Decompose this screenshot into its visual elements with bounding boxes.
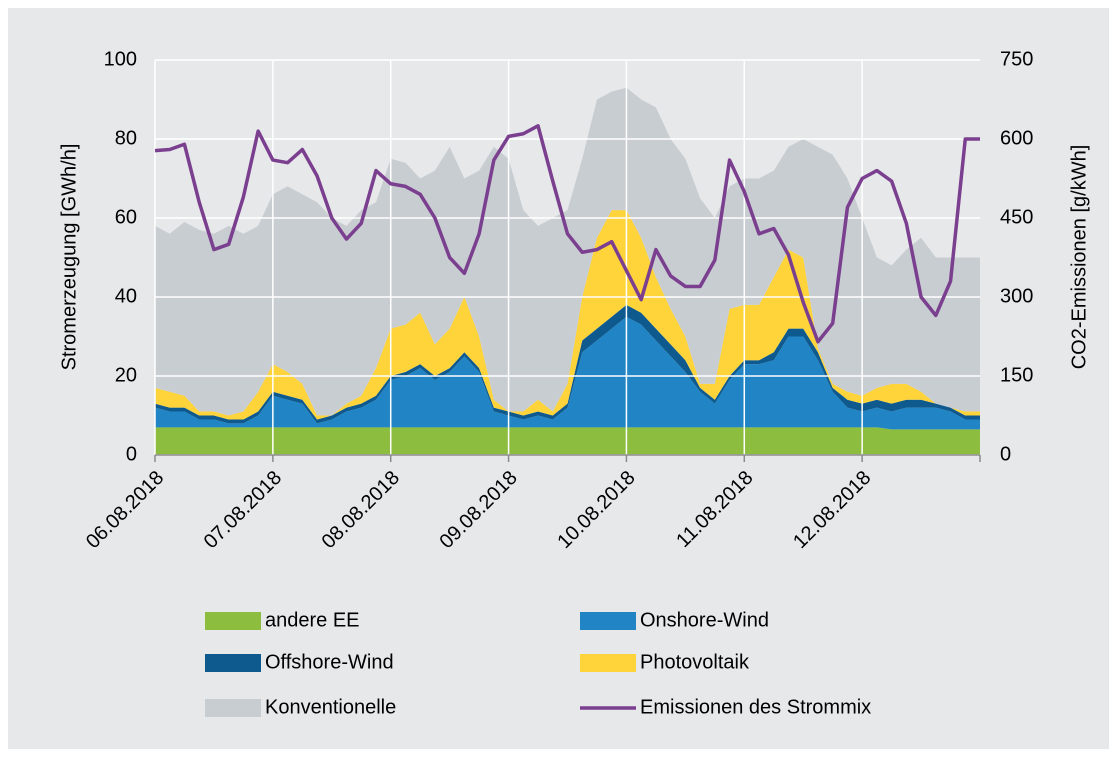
y2-tick-label: 600 [1000, 127, 1033, 149]
legend-label: Onshore-Wind [640, 609, 769, 631]
legend-label: Konventionelle [265, 696, 396, 718]
legend-label: Offshore-Wind [265, 651, 394, 673]
legend-label: Photovoltaik [640, 651, 750, 673]
legend-swatch [580, 612, 636, 630]
y-tick-label: 80 [115, 127, 137, 149]
legend-swatch [205, 654, 261, 672]
y2-axis-label: CO2-Emissionen [g/kWh] [1068, 145, 1090, 370]
area [155, 427, 980, 455]
y-tick-label: 20 [115, 364, 137, 386]
y-tick-label: 40 [115, 285, 137, 307]
y2-tick-label: 0 [1000, 443, 1011, 465]
y-tick-label: 100 [104, 48, 137, 70]
area [155, 87, 980, 416]
legend-swatch [205, 699, 261, 717]
y2-tick-label: 150 [1000, 364, 1033, 386]
legend-swatch [205, 612, 261, 630]
area [155, 210, 980, 420]
y2-tick-label: 450 [1000, 206, 1033, 228]
legend-label: andere EE [265, 609, 360, 631]
y2-tick-label: 300 [1000, 285, 1033, 307]
y-tick-label: 60 [115, 206, 137, 228]
line [154, 124, 980, 344]
legend-swatch [580, 654, 636, 672]
legend-label: Emissionen des Strommix [640, 696, 871, 718]
y2-tick-label: 750 [1000, 48, 1033, 70]
y-tick-label: 0 [126, 443, 137, 465]
y-axis-label: Stromerzeugung [GWh/h] [58, 144, 80, 371]
area [155, 316, 980, 430]
